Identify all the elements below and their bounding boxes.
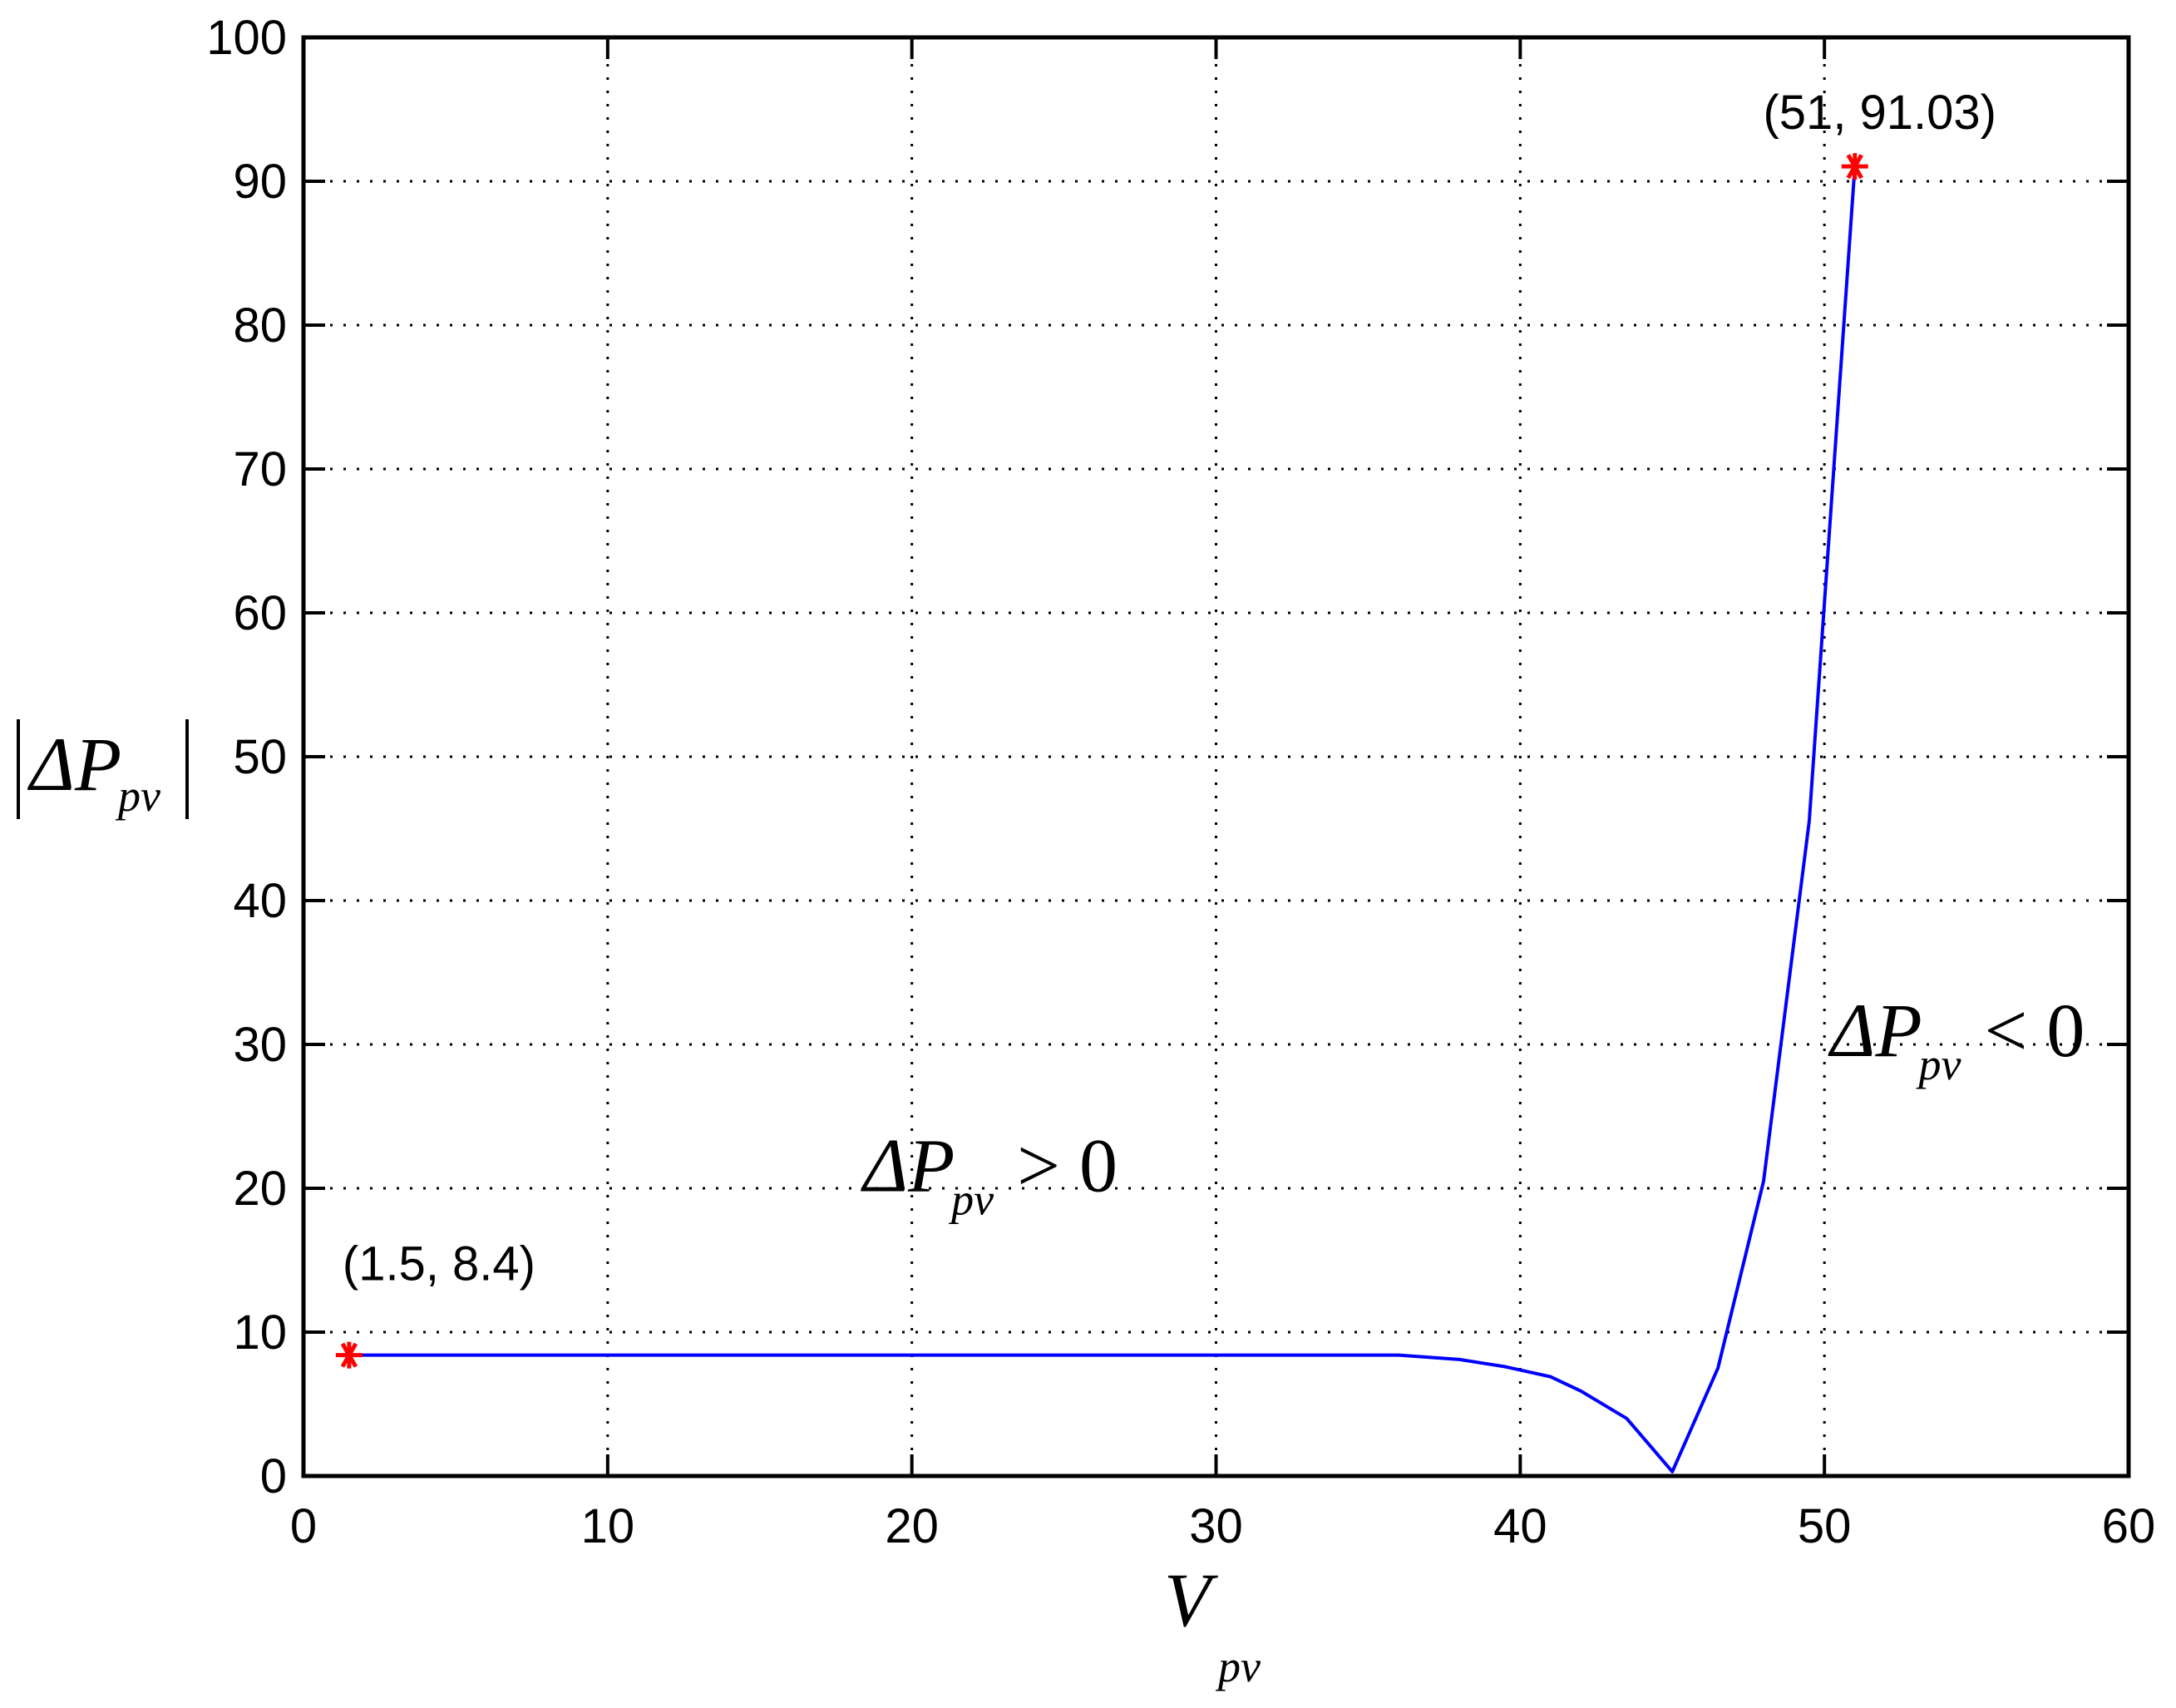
series-layer [348, 166, 1857, 1474]
highlight-marker [335, 1341, 363, 1369]
x-axis-label-main: V [1164, 1557, 1219, 1642]
y-tick-label: 80 [233, 299, 287, 353]
y-tick-label: 30 [233, 1018, 287, 1072]
y-tick-label: 0 [260, 1449, 287, 1503]
x-axis-label: V pv [1164, 1557, 1261, 1691]
annotation-sub: pv [1915, 1039, 1961, 1089]
y-tick-label: 20 [233, 1162, 287, 1216]
marker-label: (1.5, 8.4) [343, 1237, 535, 1291]
annotation-delta: ΔP [860, 1123, 955, 1207]
x-axis-label-sub: pv [1215, 1641, 1261, 1691]
y-tick-label: 70 [233, 442, 287, 496]
x-tick-label: 20 [885, 1499, 939, 1553]
x-tick-label: 50 [1798, 1499, 1852, 1553]
y-tick-label: 90 [233, 155, 287, 209]
x-tick-label: 60 [2102, 1499, 2156, 1553]
annotation-relation: > 0 [1017, 1123, 1118, 1207]
marker-layer: (1.5, 8.4) (51, 91.03) [335, 86, 1996, 1369]
grid [303, 37, 2129, 1476]
series-line [348, 166, 1857, 1474]
x-tick-label: 0 [290, 1499, 317, 1553]
x-tick-label: 10 [581, 1499, 635, 1553]
annotation-delta: ΔP [1827, 988, 1922, 1073]
y-tick-label: 10 [233, 1306, 287, 1360]
y-tick-label: 60 [233, 586, 287, 640]
marker-label: (51, 91.03) [1763, 86, 1996, 140]
x-tick-labels: 0 10 20 30 40 50 60 [290, 1499, 2155, 1553]
y-axis-label-sub: pv [115, 771, 160, 821]
y-axis-label-main: ΔP [27, 722, 121, 807]
y-tick-label: 100 [206, 11, 287, 65]
highlight-marker [1841, 153, 1868, 180]
y-axis-label: ΔP pv [17, 719, 189, 821]
x-tick-label: 40 [1493, 1499, 1547, 1553]
y-tick-labels: 0 10 20 30 40 50 60 70 80 90 100 [206, 11, 287, 1503]
plot-frame [301, 35, 2131, 1478]
y-tick-label: 40 [233, 874, 287, 928]
y-tick-label: 50 [233, 730, 287, 784]
annotation-relation: < 0 [1984, 988, 2085, 1073]
x-tick-label: 30 [1189, 1499, 1243, 1553]
annotation-sub: pv [948, 1174, 994, 1224]
